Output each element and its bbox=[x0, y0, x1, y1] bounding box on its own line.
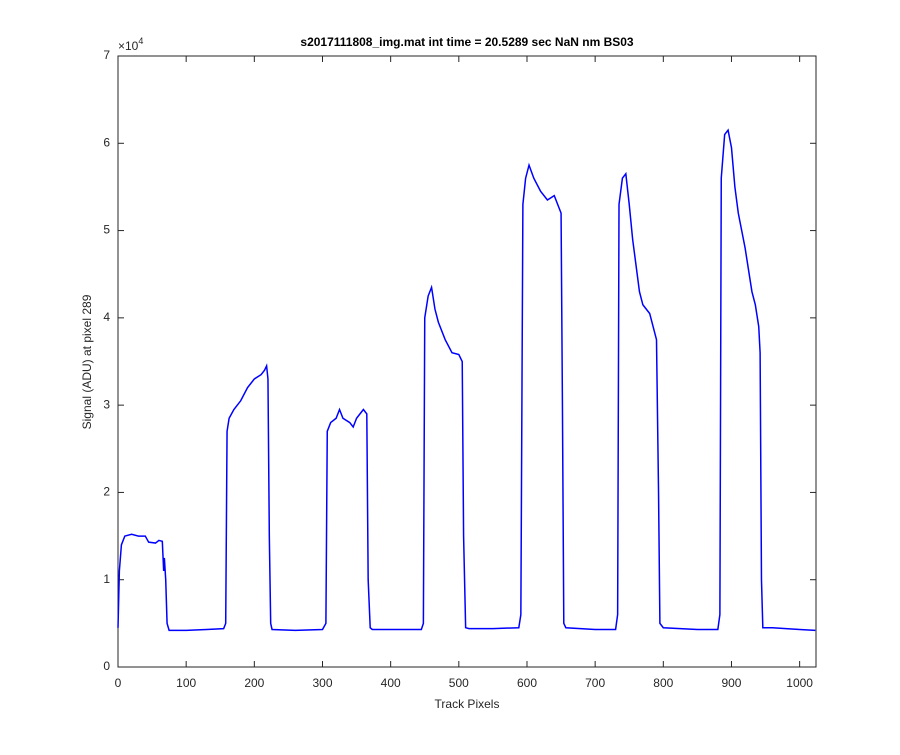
y-tick-label: 5 bbox=[103, 223, 110, 237]
y-tick-label: 4 bbox=[103, 310, 110, 324]
y-tick-label: 3 bbox=[103, 397, 110, 411]
y-tick-label: 6 bbox=[103, 135, 110, 149]
y-tick-label: 1 bbox=[103, 572, 110, 586]
x-tick-label: 0 bbox=[115, 676, 122, 690]
x-tick-label: 800 bbox=[653, 676, 673, 690]
x-tick-label: 900 bbox=[721, 676, 741, 690]
chart-title: s2017111808_img.mat int time = 20.5289 s… bbox=[300, 35, 634, 49]
y-tick-label: 0 bbox=[103, 659, 110, 673]
data-line bbox=[117, 128, 816, 632]
y-tick-label: 2 bbox=[103, 485, 110, 499]
y-axis-label: Signal (ADU) at pixel 289 bbox=[80, 294, 94, 429]
x-tick-label: 300 bbox=[312, 676, 332, 690]
plot-area bbox=[117, 55, 817, 668]
x-tick-label: 600 bbox=[517, 676, 537, 690]
x-tick-label: 500 bbox=[449, 676, 469, 690]
x-tick-label: 400 bbox=[381, 676, 401, 690]
x-tick-label: 700 bbox=[585, 676, 605, 690]
y-multiplier-base: ×10 bbox=[118, 39, 139, 53]
x-axis-label: Track Pixels bbox=[435, 697, 500, 711]
x-tick-label: 100 bbox=[176, 676, 196, 690]
x-tick-label: 200 bbox=[244, 676, 264, 690]
x-tick-label: 1000 bbox=[786, 676, 813, 690]
y-tick-label: 7 bbox=[103, 48, 110, 62]
y-multiplier: ×104 bbox=[118, 36, 143, 53]
y-multiplier-exponent: 4 bbox=[138, 36, 143, 46]
